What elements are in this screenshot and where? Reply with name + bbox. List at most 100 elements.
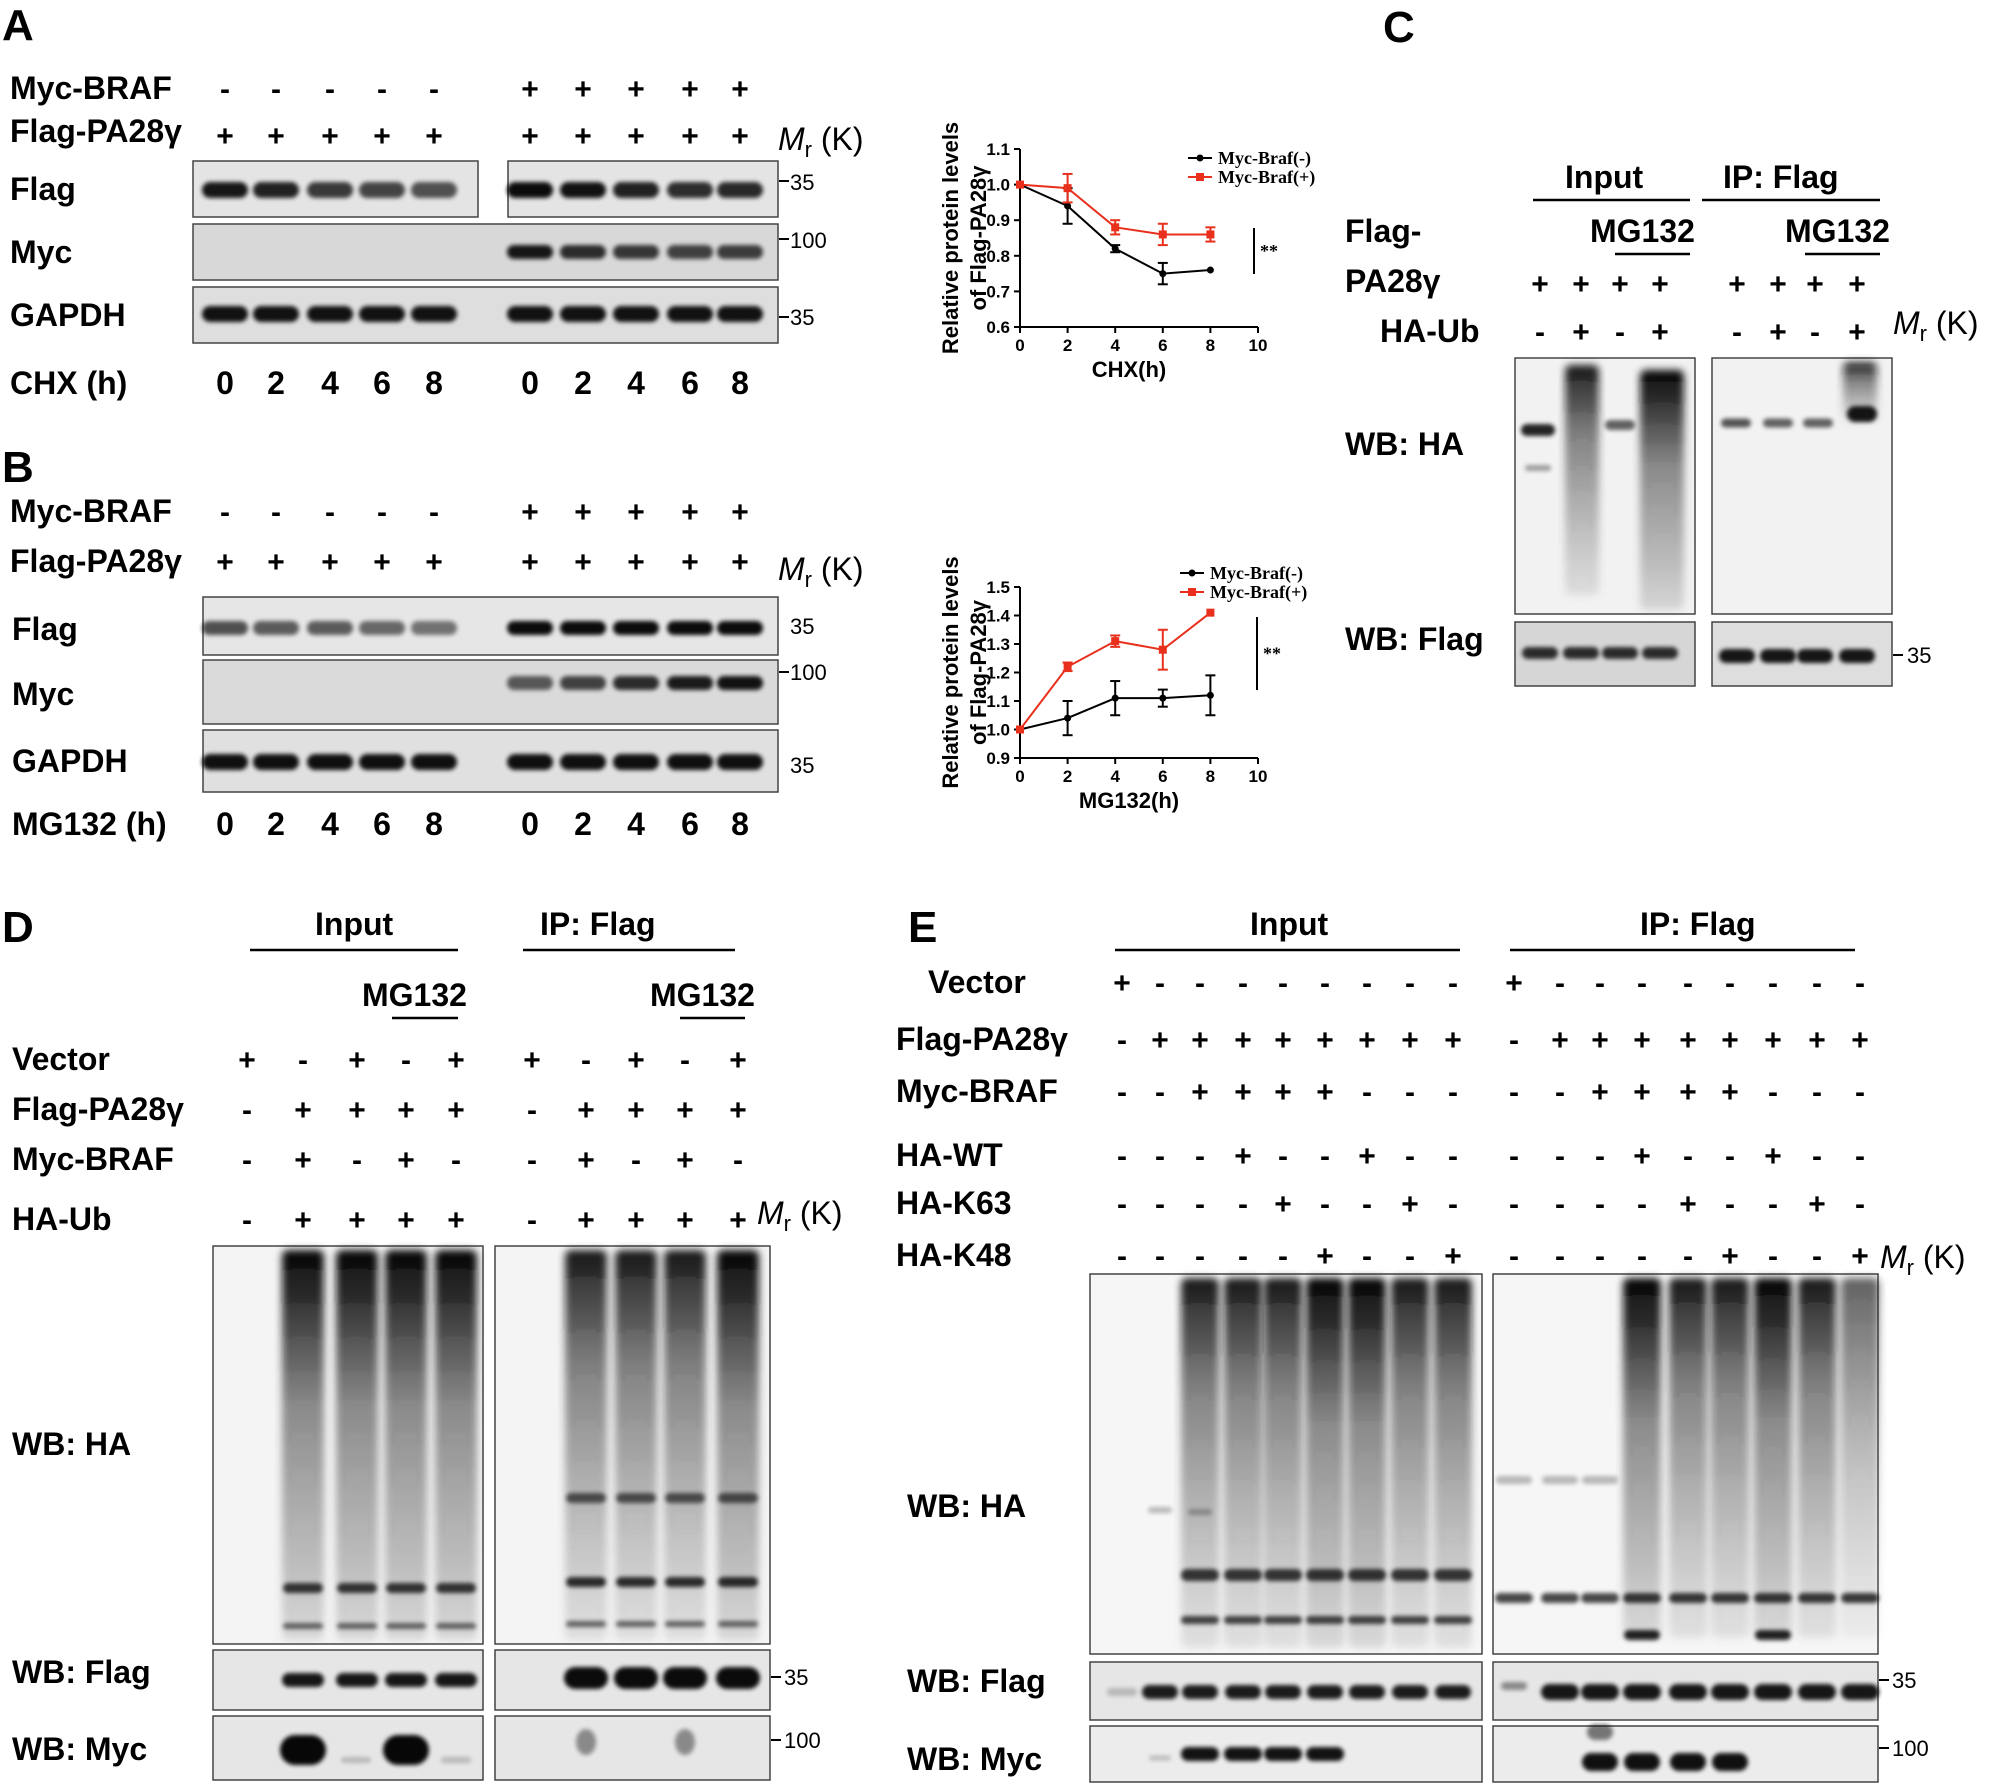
band-myc (507, 245, 553, 259)
panel-letter-c: C (1383, 3, 1415, 52)
band-flag (1669, 1684, 1707, 1700)
sign-mark: + (1728, 268, 1746, 301)
band-ha (1391, 1616, 1429, 1624)
mw-marker: 100 (784, 1728, 821, 1753)
band-myc (1670, 1753, 1706, 1771)
sign-mark: + (1851, 1024, 1869, 1057)
smear-ha (1434, 1278, 1472, 1648)
sign-mark: - (1683, 967, 1693, 1000)
band-gapdh (613, 754, 659, 770)
sign-mark: - (377, 496, 387, 529)
sign-mark: - (242, 1094, 252, 1127)
data-point (1064, 714, 1072, 722)
sign-mark: + (348, 1204, 366, 1237)
mr-label: Mr (K) (757, 1195, 843, 1236)
sign-mark: + (729, 1204, 747, 1237)
band-myc (1264, 1747, 1302, 1761)
band-ha (1264, 1616, 1302, 1624)
band-ha (1763, 418, 1793, 428)
sign-mark: - (1238, 1188, 1248, 1221)
y-tick-label: 1.3 (986, 635, 1010, 654)
x-tick-label: 4 (1110, 767, 1120, 786)
band-myc (613, 245, 659, 259)
sign-mark: + (1274, 1076, 1292, 1109)
group-label-ip-flag: IP: Flag (540, 906, 656, 942)
sign-mark: + (447, 1204, 465, 1237)
band-ha (1711, 1593, 1749, 1603)
sign-mark: + (1316, 1076, 1334, 1109)
band-flag (1563, 647, 1599, 659)
sign-mark: - (242, 1204, 252, 1237)
sign-mark: + (216, 546, 234, 579)
data-point (1111, 223, 1120, 232)
sign-mark: - (1812, 967, 1822, 1000)
time-label: 6 (681, 365, 699, 401)
sign-mark: - (733, 1144, 743, 1177)
time-label: 2 (574, 365, 592, 401)
smear-ha (664, 1250, 706, 1640)
x-tick-label: 10 (1249, 767, 1268, 786)
sign-mark: - (1637, 1188, 1647, 1221)
blot-label-wb-myc: WB: Myc (12, 1731, 147, 1767)
band-ha (1224, 1569, 1262, 1581)
band-flag (614, 1667, 658, 1689)
band-gapdh (411, 306, 457, 322)
sign-grid: - - - - - + + + + + + + + + + + + + + + (216, 73, 749, 153)
x-tick-label: 8 (1206, 336, 1215, 355)
x-tick-label: 0 (1015, 767, 1024, 786)
band-ha (718, 1577, 758, 1587)
significance-label: ** (1260, 241, 1278, 261)
sign-mark: - (1615, 316, 1625, 349)
sign-mark: - (1595, 1240, 1605, 1273)
smear-ha (1798, 1278, 1836, 1638)
sign-mark: - (1725, 967, 1735, 1000)
sign-mark: - (1195, 1240, 1205, 1273)
sign-mark: + (1591, 1076, 1609, 1109)
row-label-vector: Vector (928, 964, 1026, 1000)
y-tick-label: 1.1 (986, 692, 1010, 711)
mr-label: Mr (K) (778, 121, 864, 162)
band-gapdh (667, 754, 713, 770)
sign-mark: - (1855, 967, 1865, 1000)
sign-mark: - (1320, 1140, 1330, 1173)
sign-mark: - (429, 496, 439, 529)
sign-mark: - (1320, 1188, 1330, 1221)
band-gapdh (507, 754, 553, 770)
sign-mark: - (1509, 1024, 1519, 1057)
sign-mark: + (1531, 268, 1549, 301)
mw-marker: 35 (790, 305, 814, 330)
mw-marker: 35 (784, 1665, 808, 1690)
sign-mark: + (447, 1094, 465, 1127)
row-label-pa28: PA28γ (1345, 263, 1441, 299)
time-label: 0 (521, 806, 539, 842)
smear-ha (1181, 1278, 1219, 1648)
sign-mark: + (676, 1094, 694, 1127)
sign-mark: - (1155, 1076, 1165, 1109)
band-gapdh (202, 754, 248, 770)
y-tick-label: 1.5 (986, 578, 1010, 597)
smear-ha (1711, 1278, 1749, 1638)
band-flag (253, 621, 299, 635)
treatment-label: MG132 (362, 977, 467, 1013)
sign-mark: + (1808, 1188, 1826, 1221)
sign-mark: + (681, 496, 699, 529)
band-myc (1587, 1724, 1613, 1740)
time-label: 0 (216, 806, 234, 842)
sign-mark: - (1195, 967, 1205, 1000)
band-ha (665, 1621, 705, 1627)
sign-mark: - (1768, 1076, 1778, 1109)
group-label-ip-flag: IP: Flag (1723, 159, 1839, 195)
sign-mark: + (321, 546, 339, 579)
sign-mark: + (521, 120, 539, 153)
y-tick-label: 1.0 (986, 176, 1010, 195)
sign-mark: + (1769, 316, 1787, 349)
sign-mark: + (676, 1144, 694, 1177)
sign-mark: + (1572, 268, 1590, 301)
data-point (1158, 645, 1167, 654)
sign-mark: + (729, 1044, 747, 1077)
band-flag (307, 182, 353, 198)
band-myc (441, 1757, 471, 1763)
band-myc (613, 676, 659, 690)
time-label: 4 (627, 806, 645, 842)
